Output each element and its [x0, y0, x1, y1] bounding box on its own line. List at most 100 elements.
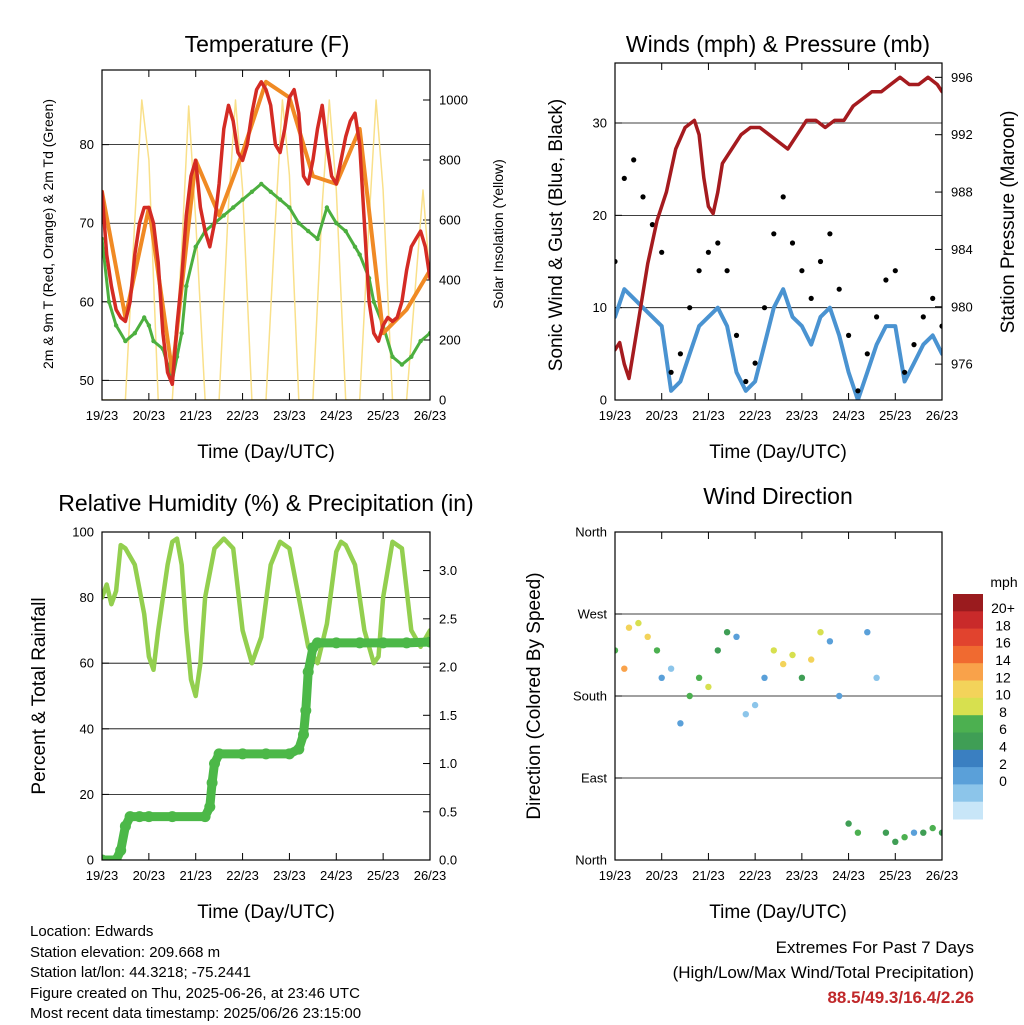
- temp-chart-title: Temperature (F): [185, 31, 350, 57]
- x-tick-label: 25/23: [879, 408, 912, 423]
- rh-chart-title: Relative Humidity (%) & Precipitation (i…: [58, 490, 473, 516]
- colorbar-tick-label: 12: [995, 669, 1011, 685]
- direction-point: [854, 829, 862, 836]
- direction-point: [901, 834, 908, 841]
- dewpoint-point: [268, 189, 273, 194]
- gust-point: [780, 194, 786, 200]
- direction-point: [723, 629, 731, 636]
- gust-point: [836, 286, 842, 292]
- x-tick-label: 26/23: [414, 408, 447, 423]
- gust-point: [874, 314, 880, 320]
- x-tick-label: 21/23: [692, 408, 725, 423]
- x-tick-label: 23/23: [786, 408, 819, 423]
- x-tick-label: 22/23: [739, 868, 772, 883]
- plot-frame: [101, 531, 431, 861]
- wdir-chart-title: Wind Direction: [703, 483, 853, 509]
- x-tick-label: 21/23: [179, 408, 212, 423]
- wind-ylabel: Sonic Wind & Gust (Blue, Black): [546, 99, 567, 371]
- y-tick-label: 20: [593, 208, 607, 223]
- gust-point: [920, 314, 926, 320]
- direction-point: [770, 647, 777, 654]
- gust-point: [724, 268, 730, 274]
- precip-point: [237, 748, 249, 760]
- gust-point: [761, 305, 768, 311]
- x-tick-label: 25/23: [367, 868, 400, 883]
- gust-point: [808, 295, 814, 301]
- direction-point: [780, 660, 787, 668]
- extremes-summary: Extremes For Past 7 Days (High/Low/Max W…: [673, 935, 974, 1010]
- y-right-tick-label: 800: [439, 153, 461, 168]
- temp-ylabel-right: Solar Insolation (Yellow): [490, 159, 506, 309]
- colorbar-tick-label: 4: [999, 739, 1007, 755]
- rh-xlabel: Time (Day/UTC): [197, 902, 335, 923]
- x-tick-label: 20/23: [133, 868, 166, 883]
- dewpoint-point: [409, 354, 414, 359]
- station-elevation: Station elevation: 209.668 m: [30, 943, 221, 961]
- dewpoint-point: [231, 205, 236, 210]
- dewpoint-point: [371, 299, 376, 304]
- gust-point: [687, 305, 693, 311]
- x-tick-label: 26/23: [926, 868, 959, 883]
- y-right-tick-label: 980: [951, 299, 973, 314]
- colorbar-tick-label: 10: [995, 687, 1011, 703]
- precip-point: [377, 637, 389, 649]
- precip-point: [204, 801, 216, 813]
- extremes-values: 88.5/49.3/16.4/2.26: [827, 988, 974, 1007]
- y-right-tick-label: 988: [951, 185, 973, 200]
- direction-point: [929, 824, 936, 832]
- gust-point: [733, 332, 740, 338]
- y-tick-label: 0: [87, 853, 94, 868]
- precip-point: [199, 811, 211, 823]
- colorbar-tick-label: 14: [995, 652, 1011, 668]
- x-tick-label: 22/23: [739, 408, 772, 423]
- dewpoint-point: [259, 181, 264, 187]
- plot-area: [615, 619, 942, 845]
- dewpoint-point: [390, 354, 395, 359]
- y-right-tick-label: 992: [951, 127, 973, 142]
- wind-ylabel-right: Station Pressure (Maroon): [998, 111, 1019, 334]
- y-right-tick-label: 996: [951, 70, 973, 85]
- gust-point: [827, 231, 833, 237]
- colorbar-swatch: [953, 801, 983, 820]
- x-tick-label: 23/23: [273, 408, 306, 423]
- direction-point: [667, 665, 675, 672]
- x-tick-label: 20/23: [645, 868, 678, 883]
- station-info: Location: Edwards Station elevation: 209…: [30, 922, 361, 1025]
- y-tick-label: West: [578, 607, 608, 622]
- y-right-tick-label: 0.0: [439, 853, 457, 868]
- colorbar-tick-label: 6: [999, 721, 1007, 737]
- direction-point: [845, 820, 852, 827]
- y-tick-label: East: [581, 771, 607, 786]
- colorbar-tick-label: 0: [999, 773, 1007, 789]
- plot-area: [102, 536, 430, 860]
- direction-point: [635, 619, 642, 627]
- direction-point: [644, 633, 651, 640]
- x-tick-label: 22/23: [226, 868, 259, 883]
- dewpoint-point: [113, 323, 119, 328]
- dewpoint-point: [357, 252, 362, 257]
- gust-point: [892, 268, 898, 274]
- gust-point: [817, 258, 824, 265]
- x-tick-label: 24/23: [320, 408, 353, 423]
- colorbar-label: mph: [990, 574, 1017, 590]
- colorbar-swatch: [953, 715, 983, 733]
- direction-point: [836, 692, 843, 700]
- dewpoint-point: [352, 244, 358, 249]
- precip-point: [302, 666, 314, 678]
- gust-point: [640, 194, 646, 200]
- gust-point: [743, 378, 749, 385]
- y-tick-label: 40: [80, 721, 94, 736]
- dewpoint-point: [184, 283, 189, 289]
- y-tick-label: 80: [80, 137, 94, 152]
- dewpoint-point: [296, 221, 301, 226]
- dewpoint-point: [106, 299, 112, 304]
- direction-point: [761, 674, 768, 681]
- precip-point: [293, 743, 305, 755]
- gust-point: [902, 369, 908, 375]
- colorbar-swatch: [953, 749, 983, 768]
- dewpoint-point: [343, 228, 348, 234]
- precip-point: [312, 637, 323, 649]
- direction-point: [714, 647, 721, 654]
- colorbar-swatch: [953, 594, 983, 612]
- x-tick-label: 24/23: [320, 868, 353, 883]
